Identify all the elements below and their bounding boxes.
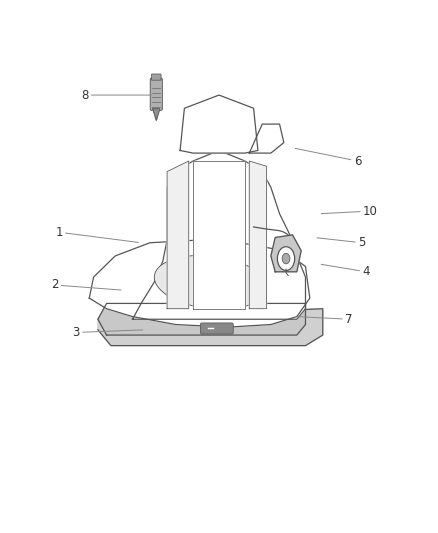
Polygon shape xyxy=(89,240,310,327)
Polygon shape xyxy=(249,161,267,309)
FancyBboxPatch shape xyxy=(150,78,162,110)
Polygon shape xyxy=(153,109,160,120)
Text: 4: 4 xyxy=(321,264,370,278)
Ellipse shape xyxy=(282,253,290,264)
Polygon shape xyxy=(193,161,245,309)
Text: 8: 8 xyxy=(81,88,152,102)
FancyBboxPatch shape xyxy=(201,323,233,334)
Ellipse shape xyxy=(154,255,266,309)
Polygon shape xyxy=(167,161,189,309)
Polygon shape xyxy=(180,95,258,153)
Polygon shape xyxy=(249,124,284,153)
Text: 5: 5 xyxy=(317,236,365,249)
Text: 3: 3 xyxy=(73,326,143,339)
FancyBboxPatch shape xyxy=(152,74,161,80)
Polygon shape xyxy=(98,303,305,335)
Text: 2: 2 xyxy=(51,278,121,292)
Polygon shape xyxy=(133,150,305,319)
Polygon shape xyxy=(98,309,323,345)
Ellipse shape xyxy=(277,247,295,270)
Text: 1: 1 xyxy=(55,225,138,243)
Text: 10: 10 xyxy=(321,205,378,217)
Text: 7: 7 xyxy=(300,313,353,326)
Polygon shape xyxy=(271,235,301,272)
Text: 6: 6 xyxy=(295,148,361,167)
